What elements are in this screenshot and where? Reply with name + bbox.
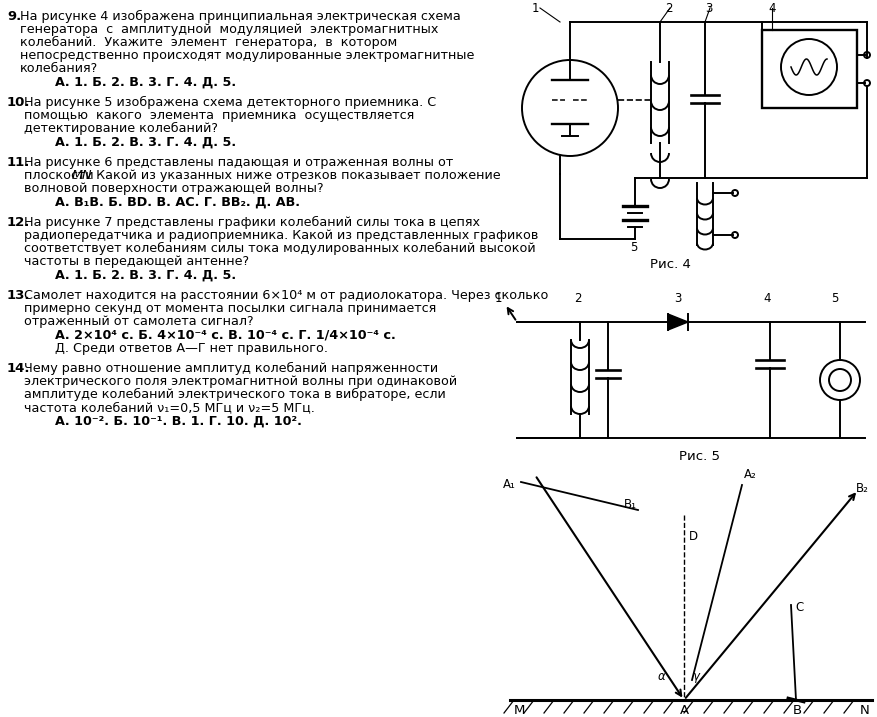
Text: электрического поля электромагнитной волны при одинаковой: электрического поля электромагнитной вол… [24, 375, 457, 388]
Text: А. 1. Б. 2. В. 3. Г. 4. Д. 5.: А. 1. Б. 2. В. 3. Г. 4. Д. 5. [55, 269, 236, 282]
Text: радиопередатчика и радиоприемника. Какой из представленных графиков: радиопередатчика и радиоприемника. Какой… [24, 229, 538, 242]
Text: A₁: A₁ [503, 478, 516, 491]
Text: 13.: 13. [7, 289, 31, 302]
Text: 12.: 12. [7, 216, 31, 229]
Text: А. 1. Б. 2. В. 3. Г. 4. Д. 5.: А. 1. Б. 2. В. 3. Г. 4. Д. 5. [55, 76, 236, 89]
Text: На рисунке 7 представлены графики колебаний силы тока в цепях: На рисунке 7 представлены графики колеба… [24, 216, 480, 229]
Text: A: A [679, 704, 688, 717]
Text: 14.: 14. [7, 362, 31, 375]
Text: На рисунке 4 изображена принципиальная электрическая схема: На рисунке 4 изображена принципиальная э… [20, 10, 460, 23]
Text: 3: 3 [674, 292, 681, 305]
Text: B₁: B₁ [624, 498, 637, 511]
Text: M: M [513, 704, 524, 717]
Text: 1: 1 [531, 2, 538, 15]
Text: C: C [794, 601, 802, 614]
Text: 5: 5 [630, 241, 637, 254]
Text: 4: 4 [767, 2, 774, 15]
Text: А. 1. Б. 2. В. 3. Г. 4. Д. 5.: А. 1. Б. 2. В. 3. Г. 4. Д. 5. [55, 136, 236, 149]
Polygon shape [667, 314, 688, 330]
Text: B: B [792, 704, 802, 717]
Text: 2: 2 [664, 2, 672, 15]
Text: генератора  с  амплитудной  модуляцией  электромагнитных: генератора с амплитудной модуляцией элек… [20, 23, 438, 36]
Text: примерно секунд от момента посылки сигнала принимается: примерно секунд от момента посылки сигна… [24, 302, 436, 315]
Text: детектирование колебаний?: детектирование колебаний? [24, 122, 217, 135]
Text: 9.: 9. [7, 10, 21, 23]
Text: Чему равно отношение амплитуд колебаний напряженности: Чему равно отношение амплитуд колебаний … [24, 362, 438, 375]
Text: 2: 2 [574, 292, 581, 305]
Text: B₂: B₂ [855, 482, 868, 495]
Text: . Какой из указанных ниже отрезков показывает положение: . Какой из указанных ниже отрезков показ… [88, 169, 500, 182]
Text: 11.: 11. [7, 156, 31, 169]
Text: помощью  какого  элемента  приемника  осуществляется: помощью какого элемента приемника осущес… [24, 109, 414, 122]
Text: колебания?: колебания? [20, 62, 98, 75]
Text: N: N [859, 704, 869, 717]
Text: частоты в передающей антенне?: частоты в передающей антенне? [24, 255, 249, 268]
Text: 4: 4 [762, 292, 770, 305]
Text: отраженный от самолета сигнал?: отраженный от самолета сигнал? [24, 315, 253, 328]
Text: плоскости: плоскости [24, 169, 97, 182]
Text: 3: 3 [704, 2, 711, 15]
Text: α: α [657, 670, 665, 683]
Text: Д. Среди ответов А—Г нет правильного.: Д. Среди ответов А—Г нет правильного. [55, 342, 328, 355]
Text: γ: γ [691, 670, 698, 683]
Text: MN: MN [72, 169, 92, 182]
Text: волновой поверхности отражающей волны?: волновой поверхности отражающей волны? [24, 182, 324, 195]
Text: А. 2×10⁴ с. Б. 4×10⁻⁴ с. В. 10⁻⁴ с. Г. 1/4×10⁻⁴ с.: А. 2×10⁴ с. Б. 4×10⁻⁴ с. В. 10⁻⁴ с. Г. 1… [55, 329, 396, 342]
Text: 1: 1 [495, 292, 502, 305]
Text: На рисунке 5 изображена схема детекторного приемника. С: На рисунке 5 изображена схема детекторно… [24, 96, 436, 109]
Text: Рис. 4: Рис. 4 [649, 258, 689, 271]
Text: А. 10⁻². Б. 10⁻¹. В. 1. Г. 10. Д. 10².: А. 10⁻². Б. 10⁻¹. В. 1. Г. 10. Д. 10². [55, 415, 302, 428]
Text: 5: 5 [830, 292, 838, 305]
Text: Самолет находится на расстоянии 6×10⁴ м от радиолокатора. Через сколько: Самолет находится на расстоянии 6×10⁴ м … [24, 289, 548, 302]
Text: соответствует колебаниям силы тока модулированных колебаний высокой: соответствует колебаниям силы тока модул… [24, 242, 535, 255]
Text: A₂: A₂ [743, 468, 756, 481]
Text: На рисунке 6 представлены падающая и отраженная волны от: На рисунке 6 представлены падающая и отр… [24, 156, 453, 169]
Text: D: D [688, 530, 697, 543]
Text: частота колебаний ν₁=0,5 МГц и ν₂=5 МГц.: частота колебаний ν₁=0,5 МГц и ν₂=5 МГц. [24, 401, 315, 414]
Text: колебаний.  Укажите  элемент  генератора,  в  котором: колебаний. Укажите элемент генератора, в… [20, 36, 396, 49]
Text: 10.: 10. [7, 96, 31, 109]
Text: амплитуде колебаний электрического тока в вибраторе, если: амплитуде колебаний электрического тока … [24, 388, 446, 401]
Text: Рис. 5: Рис. 5 [679, 450, 720, 463]
Text: непосредственно происходят модулированные электромагнитные: непосредственно происходят модулированны… [20, 49, 474, 62]
Bar [761, 30, 856, 108]
Text: А. В₁В. Б. BD. В. АС. Г. ВВ₂. Д. АВ.: А. В₁В. Б. BD. В. АС. Г. ВВ₂. Д. АВ. [55, 196, 300, 209]
